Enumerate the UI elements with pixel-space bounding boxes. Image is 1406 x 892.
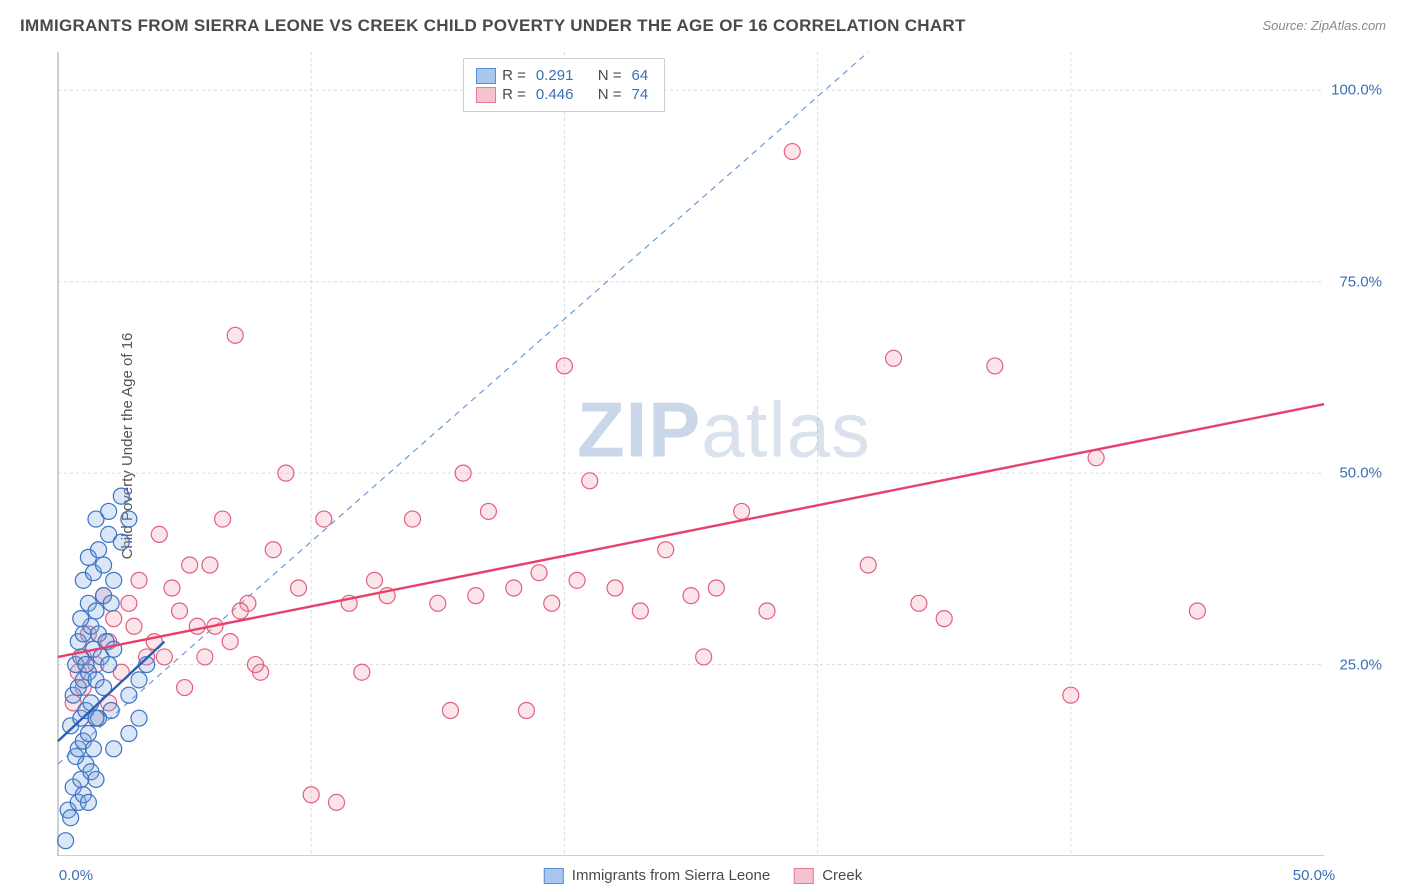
r-value: 0.291 — [536, 67, 574, 84]
legend-label: Immigrants from Sierra Leone — [572, 867, 770, 884]
scatter-plot — [52, 52, 1396, 856]
chart-title: IMMIGRANTS FROM SIERRA LEONE VS CREEK CH… — [20, 16, 966, 36]
legend-item: Creek — [794, 867, 862, 884]
n-label: N = — [598, 67, 622, 84]
r-label: R = — [502, 86, 526, 103]
chart-area: ZIPatlas 25.0%50.0%75.0%100.0% 0.0%50.0%… — [52, 52, 1396, 856]
n-value: 74 — [632, 86, 649, 103]
n-label: N = — [598, 86, 622, 103]
legend-swatch — [794, 868, 814, 884]
legend-swatch — [544, 868, 564, 884]
legend-swatch — [476, 68, 496, 84]
r-label: R = — [502, 67, 526, 84]
legend-row: R = 0.291 N = 64 — [476, 67, 652, 84]
r-value: 0.446 — [536, 86, 574, 103]
y-tick: 75.0% — [1339, 273, 1382, 290]
series-legend: Immigrants from Sierra Leone Creek — [544, 867, 862, 884]
x-tick: 50.0% — [1293, 867, 1336, 884]
source-attribution: Source: ZipAtlas.com — [1262, 18, 1386, 33]
legend-swatch — [476, 87, 496, 103]
x-tick: 0.0% — [59, 867, 93, 884]
legend-item: Immigrants from Sierra Leone — [544, 867, 770, 884]
y-tick: 50.0% — [1339, 465, 1382, 482]
n-value: 64 — [632, 67, 649, 84]
legend-label: Creek — [822, 867, 862, 884]
correlation-legend: R = 0.291 N = 64 R = 0.446 N = 74 — [463, 58, 665, 112]
legend-row: R = 0.446 N = 74 — [476, 86, 652, 103]
y-tick: 25.0% — [1339, 656, 1382, 673]
y-tick: 100.0% — [1331, 82, 1382, 99]
